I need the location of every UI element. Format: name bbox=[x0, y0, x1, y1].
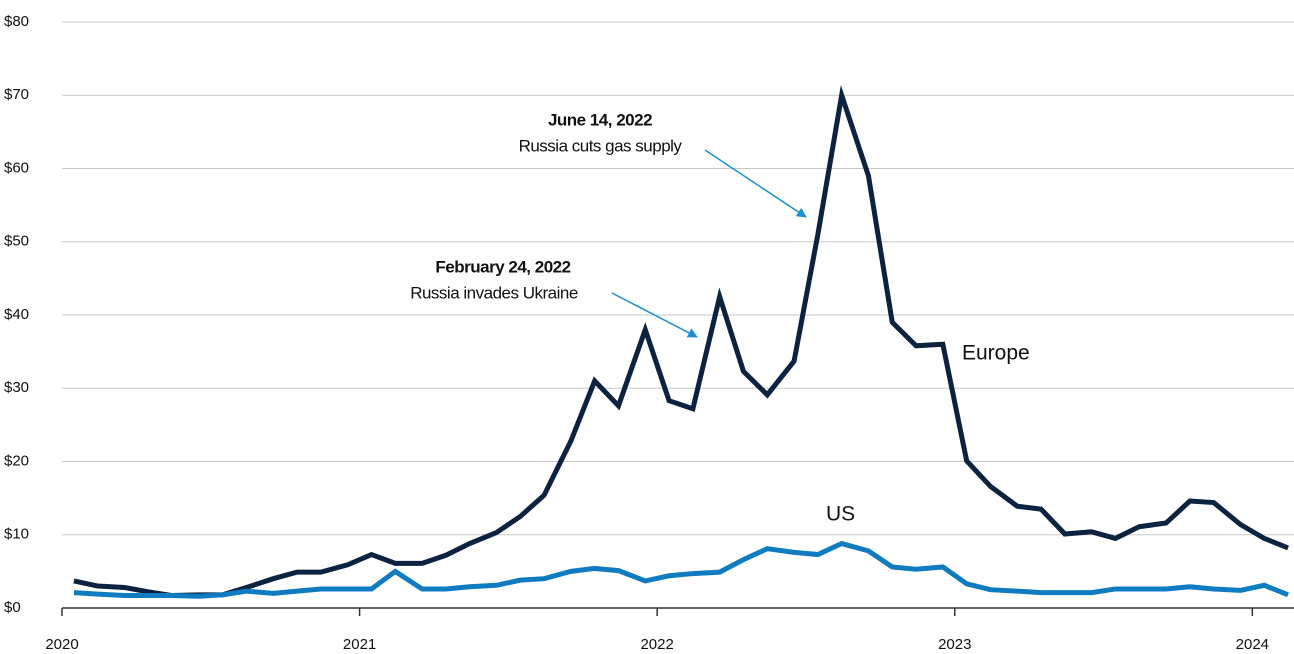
annotation-date: June 14, 2022 bbox=[548, 110, 652, 129]
y-tick-label: $30 bbox=[4, 379, 29, 396]
annotation-arrow bbox=[704, 149, 807, 218]
y-tick-label: $50 bbox=[4, 233, 29, 250]
y-tick-label: $60 bbox=[4, 159, 29, 176]
y-tick-label: $70 bbox=[4, 86, 29, 103]
x-tick-label: 2020 bbox=[45, 636, 78, 653]
annotation-date: February 24, 2022 bbox=[435, 257, 570, 276]
y-tick-label: $0 bbox=[4, 599, 21, 616]
y-tick-label: $10 bbox=[4, 526, 29, 543]
annotation-arrow bbox=[611, 292, 698, 338]
y-tick-label: $20 bbox=[4, 452, 29, 469]
y-tick-label: $80 bbox=[4, 13, 29, 30]
annotation-text: Russia cuts gas supply bbox=[519, 136, 683, 155]
x-tick-label: 2022 bbox=[640, 636, 673, 653]
x-tick-label: 2023 bbox=[938, 636, 971, 653]
y-tick-label: $40 bbox=[4, 306, 29, 323]
series-line bbox=[73, 540, 1289, 599]
series-line bbox=[73, 84, 1289, 599]
x-tick-label: 2024 bbox=[1236, 636, 1269, 653]
annotation-text: Russia invades Ukraine bbox=[410, 283, 578, 302]
x-tick-label: 2021 bbox=[343, 636, 376, 653]
series-label: US bbox=[826, 503, 855, 526]
series-label: Europe bbox=[962, 342, 1030, 365]
